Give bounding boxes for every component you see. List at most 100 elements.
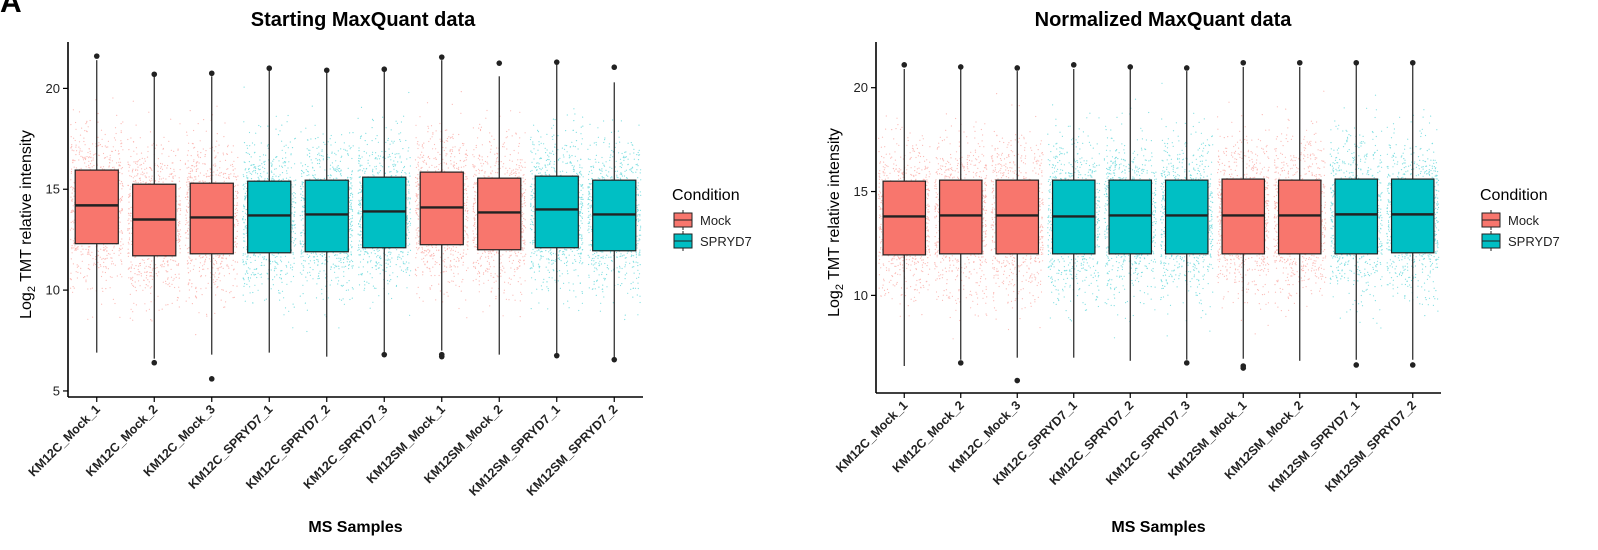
- jitter-point: [377, 173, 379, 175]
- jitter-point: [187, 267, 189, 269]
- jitter-point: [301, 196, 303, 199]
- jitter-point: [277, 263, 279, 265]
- jitter-point: [245, 232, 247, 234]
- jitter-point: [191, 286, 193, 288]
- jitter-point: [335, 266, 337, 268]
- jitter-point: [119, 172, 121, 174]
- jitter-point: [174, 286, 176, 289]
- jitter-point: [101, 138, 103, 140]
- jitter-point: [281, 165, 283, 167]
- jitter-point: [244, 212, 247, 214]
- jitter-point: [128, 201, 130, 203]
- jitter-point: [323, 141, 325, 143]
- jitter-point: [338, 265, 340, 267]
- jitter-point: [141, 157, 143, 159]
- jitter-point: [325, 285, 327, 287]
- jitter-point: [257, 168, 259, 170]
- jitter-point: [371, 140, 373, 142]
- jitter-point: [294, 232, 296, 234]
- jitter-point: [244, 300, 246, 302]
- jitter-point: [137, 160, 139, 162]
- jitter-point: [198, 175, 200, 177]
- jitter-point: [121, 247, 123, 249]
- jitter-point: [158, 178, 161, 180]
- jitter-point: [145, 265, 147, 267]
- jitter-point: [162, 177, 164, 179]
- jitter-point: [157, 170, 159, 172]
- jitter-point: [384, 248, 387, 250]
- jitter-point: [360, 185, 362, 187]
- jitter-point: [201, 294, 203, 296]
- jitter-point: [261, 283, 263, 285]
- jitter-point: [132, 276, 134, 278]
- jitter-point: [170, 276, 173, 278]
- jitter-point: [200, 257, 202, 259]
- jitter-point: [289, 141, 291, 143]
- jitter-point: [147, 258, 149, 260]
- jitter-point: [245, 224, 247, 227]
- jitter-point: [286, 172, 288, 174]
- jitter-point: [236, 285, 238, 287]
- jitter-point: [264, 160, 266, 162]
- jitter-point: [351, 235, 353, 237]
- jitter-point: [294, 163, 296, 165]
- jitter-point: [75, 249, 77, 251]
- jitter-point: [310, 138, 312, 140]
- jitter-point: [103, 246, 105, 249]
- jitter-point: [228, 174, 230, 176]
- jitter-point: [233, 173, 235, 175]
- jitter-point: [177, 149, 179, 151]
- jitter-point: [121, 142, 123, 144]
- jitter-point: [387, 283, 389, 285]
- jitter-point: [342, 284, 344, 286]
- jitter-point: [221, 257, 223, 259]
- jitter-point: [294, 238, 296, 240]
- jitter-point: [252, 272, 254, 274]
- jitter-point: [76, 247, 78, 249]
- jitter-point: [327, 156, 329, 158]
- jitter-point: [164, 164, 166, 167]
- jitter-point: [340, 261, 342, 264]
- jitter-point: [73, 195, 75, 197]
- jitter-point: [84, 156, 86, 158]
- jitter-point: [104, 271, 106, 274]
- jitter-point: [216, 287, 218, 289]
- jitter-point: [314, 262, 316, 264]
- jitter-point: [185, 214, 187, 216]
- jitter-point: [244, 283, 246, 285]
- jitter-point: [148, 266, 150, 268]
- jitter-point: [168, 175, 170, 178]
- jitter-point: [204, 261, 206, 263]
- jitter-point: [263, 161, 265, 163]
- jitter-point: [301, 214, 303, 216]
- jitter-point: [308, 263, 310, 265]
- jitter-point: [200, 152, 202, 154]
- jitter-point: [332, 166, 334, 168]
- jitter-point: [307, 272, 309, 274]
- jitter-point: [135, 168, 137, 170]
- jitter-point: [253, 268, 255, 270]
- jitter-point: [100, 248, 102, 250]
- jitter-point: [128, 194, 130, 196]
- jitter-point: [72, 220, 74, 222]
- jitter-point: [279, 274, 282, 276]
- jitter-point: [330, 268, 332, 270]
- jitter-point: [82, 248, 84, 250]
- jitter-point: [112, 263, 114, 265]
- jitter-point: [88, 246, 90, 248]
- jitter-point: [291, 227, 293, 229]
- jitter-point: [119, 197, 121, 200]
- jitter-point: [242, 277, 244, 279]
- jitter-point: [352, 145, 354, 147]
- jitter-point: [237, 192, 239, 194]
- jitter-point: [167, 265, 169, 267]
- jitter-point: [284, 307, 287, 309]
- jitter-point: [167, 164, 169, 167]
- jitter-point: [248, 161, 250, 163]
- jitter-point: [205, 173, 207, 175]
- jitter-point: [395, 285, 397, 287]
- jitter-point: [333, 167, 335, 170]
- jitter-point: [324, 263, 326, 265]
- jitter-point: [343, 148, 345, 150]
- jitter-point: [187, 233, 189, 235]
